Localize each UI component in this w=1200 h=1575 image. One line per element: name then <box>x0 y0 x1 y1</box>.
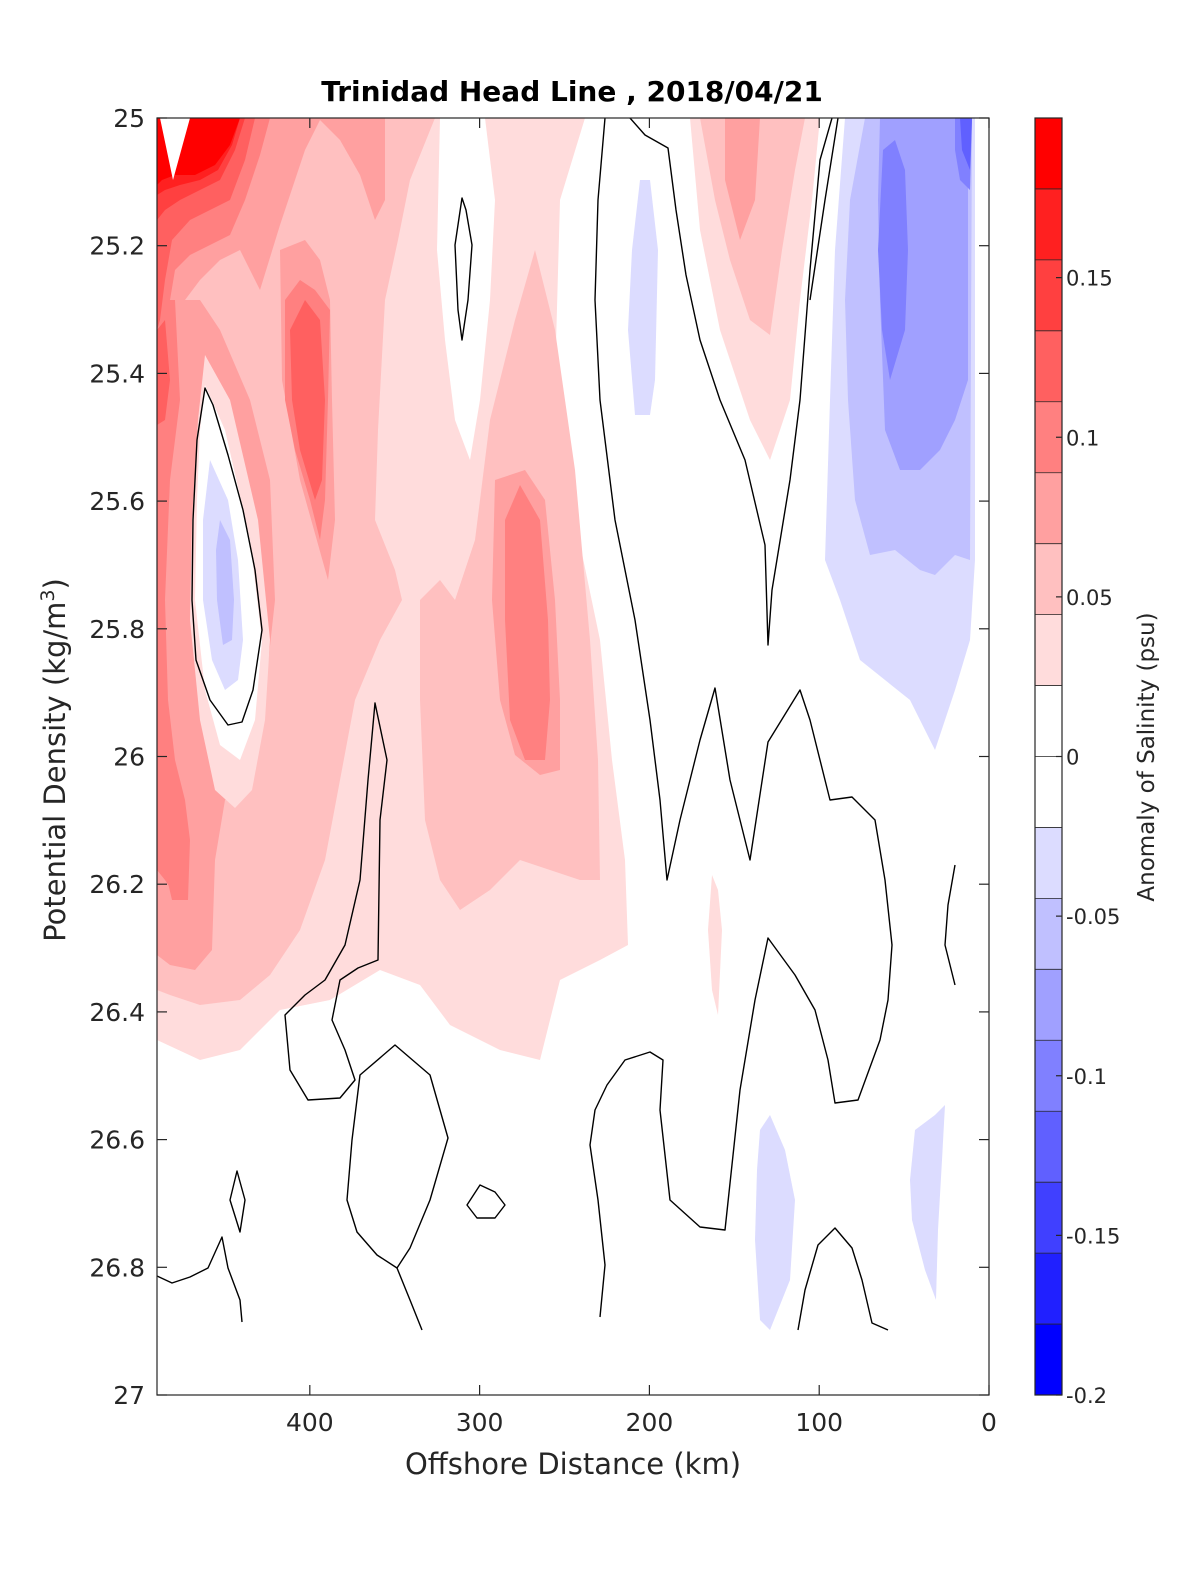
colorbar-tick-label: -0.1 <box>1066 1065 1107 1089</box>
zero-contour-line <box>944 864 956 986</box>
chart-title: Trinidad Head Line , 2018/04/21 <box>321 75 823 108</box>
colorbar-swatch <box>1035 118 1062 190</box>
colorbar-swatch <box>1035 1324 1062 1396</box>
zero-contour-line <box>229 1170 246 1233</box>
colorbar-swatch <box>1035 969 1062 1041</box>
colorbar-swatch <box>1035 543 1062 616</box>
y-tick-label: 26.2 <box>89 870 145 899</box>
zero-contour-line <box>809 118 839 301</box>
zero-contour-line <box>466 1184 506 1219</box>
zero-contour-line <box>284 702 388 1101</box>
y-tick-label: 26 <box>113 743 145 772</box>
anomaly-region <box>910 1105 945 1300</box>
colorbar-tick-label: -0.05 <box>1066 905 1120 929</box>
zero-contour-line <box>454 197 473 341</box>
colorbar: 0.15 0.1 0.05 0 -0.05 -0.1 -0.15 -0.2 <box>1034 117 1120 1408</box>
contour-fills <box>157 118 975 1330</box>
colorbar-tick-label: -0.2 <box>1066 1384 1107 1408</box>
anomaly-region <box>505 485 550 760</box>
y-tick-label: 26.6 <box>89 1126 145 1155</box>
x-tick-label: 100 <box>795 1408 843 1437</box>
y-tick-label: 26.8 <box>89 1253 145 1282</box>
colorbar-swatch <box>1035 1182 1062 1254</box>
colorbar-tick-label: 0 <box>1066 746 1079 770</box>
anomaly-region <box>160 118 190 180</box>
colorbar-swatch <box>1035 259 1062 332</box>
colorbar-swatch <box>1035 188 1062 261</box>
colorbar-swatch <box>1035 614 1062 687</box>
colorbar-swatch <box>1035 1111 1062 1183</box>
anomaly-region <box>708 875 722 1015</box>
colorbar-swatch <box>1035 898 1062 970</box>
anomaly-region <box>157 320 170 425</box>
colorbar-swatch <box>1035 1253 1062 1325</box>
y-tick-label: 27 <box>113 1381 145 1410</box>
y-axis: 25 25.2 25.4 25.6 25.8 26 26.2 26.4 26.6 26.8 27 <box>89 104 989 1410</box>
x-tick-label: 200 <box>626 1408 674 1437</box>
colorbar-tick-label: -0.15 <box>1066 1224 1120 1248</box>
anomaly-region <box>878 140 908 380</box>
anomaly-region <box>628 180 658 415</box>
y-tick-label: 25.4 <box>89 359 145 388</box>
zero-contour-line <box>191 387 263 726</box>
anomaly-region <box>960 118 972 170</box>
anomaly-region <box>157 300 190 900</box>
zero-contour-line <box>589 118 893 1318</box>
colorbar-swatch <box>1035 472 1062 545</box>
x-tick-label: 0 <box>981 1408 997 1437</box>
x-axis-label: Offshore Distance (km) <box>405 1447 741 1481</box>
anomaly-region <box>725 118 760 240</box>
zero-contour-line <box>629 118 833 646</box>
anomaly-region <box>165 780 188 900</box>
anomaly-region <box>216 520 234 645</box>
colorbar-tick-label: 0.1 <box>1066 426 1099 450</box>
colorbar-tick-label: 0.05 <box>1066 586 1113 610</box>
zero-contours <box>157 118 956 1331</box>
y-tick-label: 25 <box>113 104 145 133</box>
colorbar-swatch <box>1035 827 1062 899</box>
colorbar-swatch <box>1035 756 1062 828</box>
zero-contour-line <box>396 1267 423 1331</box>
y-tick-label: 25.6 <box>89 487 145 516</box>
colorbar-swatch <box>1035 330 1062 403</box>
anomaly-region <box>290 300 325 500</box>
zero-contour-line <box>157 1236 243 1323</box>
x-tick-label: 300 <box>456 1408 504 1437</box>
x-tick-label: 400 <box>286 1408 334 1437</box>
x-axis: 400 300 200 100 0 <box>286 118 997 1437</box>
anomaly-region <box>437 118 495 460</box>
anomaly-region <box>330 120 380 200</box>
colorbar-label: Anomaly of Salinity (psu) <box>1134 612 1160 901</box>
y-tick-label: 26.4 <box>89 998 145 1027</box>
anomaly-region <box>755 1115 795 1330</box>
y-axis-label: Potential Density (kg/m3) <box>37 578 72 942</box>
zero-contour-line <box>346 1044 449 1269</box>
colorbar-swatch <box>1035 685 1062 757</box>
y-tick-label: 25.2 <box>89 232 145 261</box>
colorbar-tick-label: 0.15 <box>1066 267 1113 291</box>
y-tick-label: 25.8 <box>89 615 145 644</box>
zero-contour-line <box>797 1227 889 1331</box>
